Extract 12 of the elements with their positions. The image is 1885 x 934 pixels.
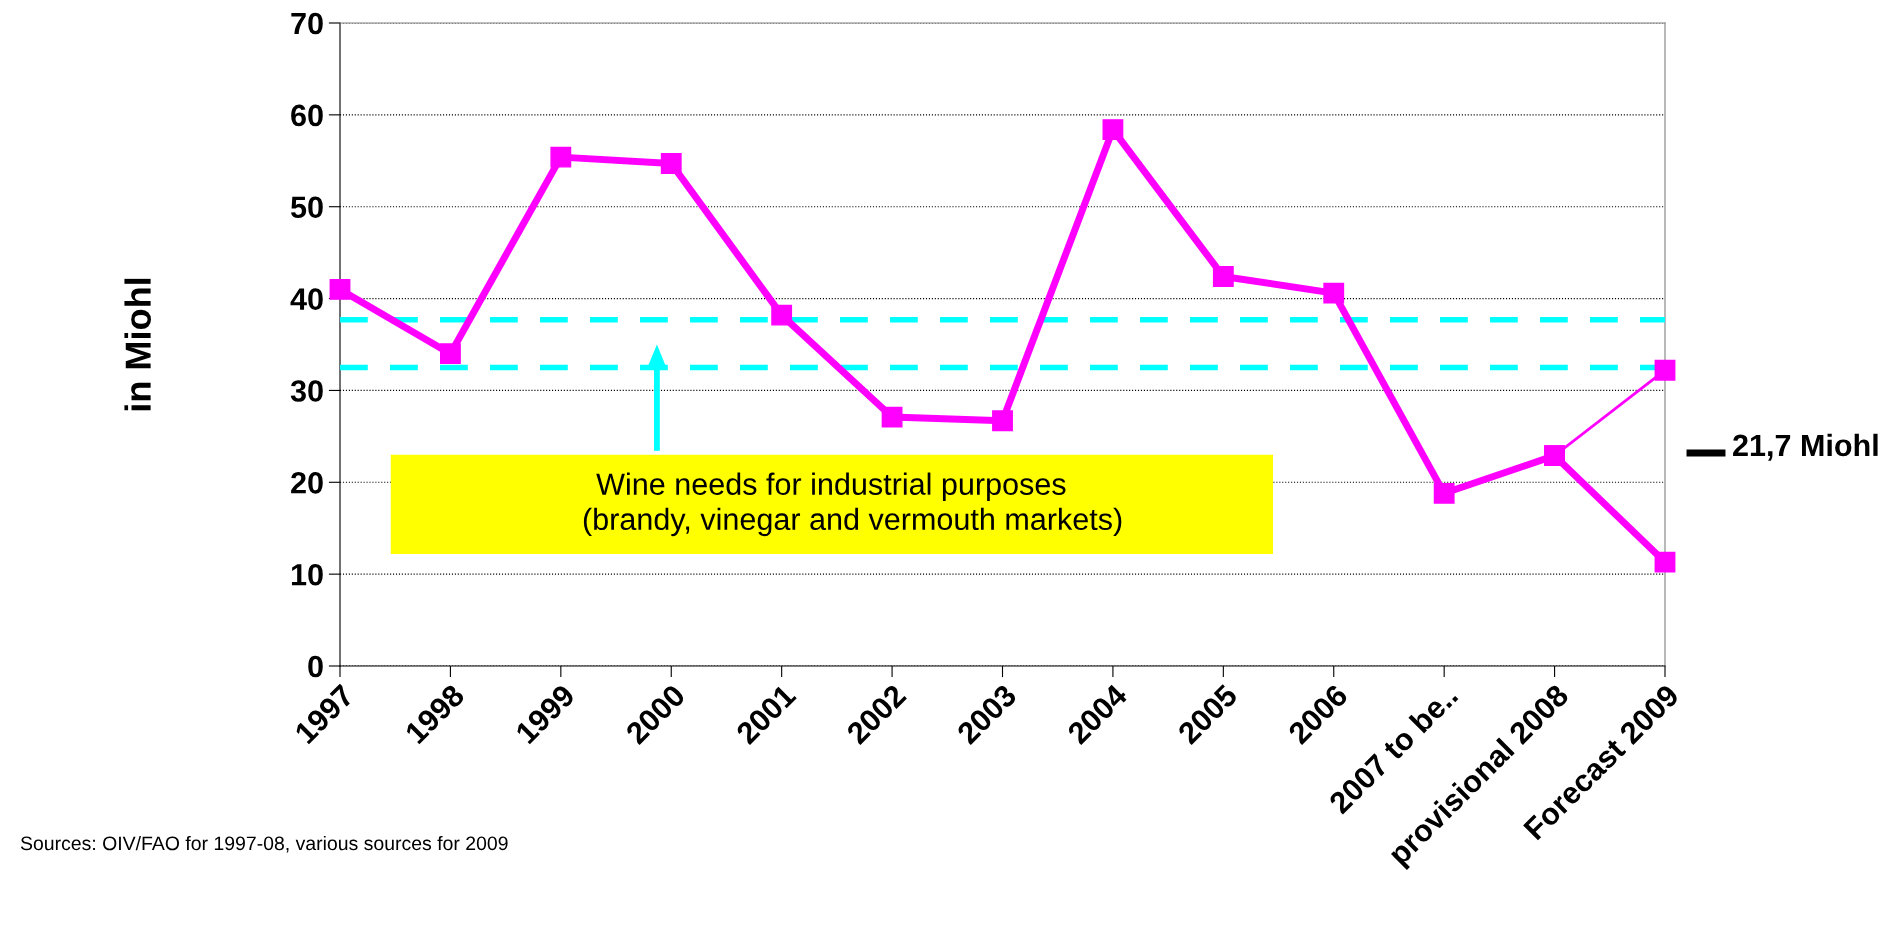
- annotation: Wine needs for industrial purposes (brandy, vinegar and vermouth markets): [583, 472, 1122, 537]
- y-tick-label: 0: [308, 655, 323, 678]
- text: 21,7 Miohl: [1733, 433, 1878, 461]
- y-tick-label: 60: [291, 104, 323, 127]
- y-tick-label: 20: [291, 472, 323, 494]
- y-tick-label: 40: [290, 288, 323, 310]
- y-axis-title: in Miohl: [124, 278, 151, 411]
- y-tick-label: 70: [291, 12, 323, 35]
- y-tick-label: 10: [291, 563, 323, 586]
- source-note: Sources: OIV/FAO for 1997-08, various sources for 2009: [20, 835, 508, 853]
- y-tick-label: 50: [290, 196, 323, 219]
- y-tick-label: 30: [290, 380, 323, 402]
